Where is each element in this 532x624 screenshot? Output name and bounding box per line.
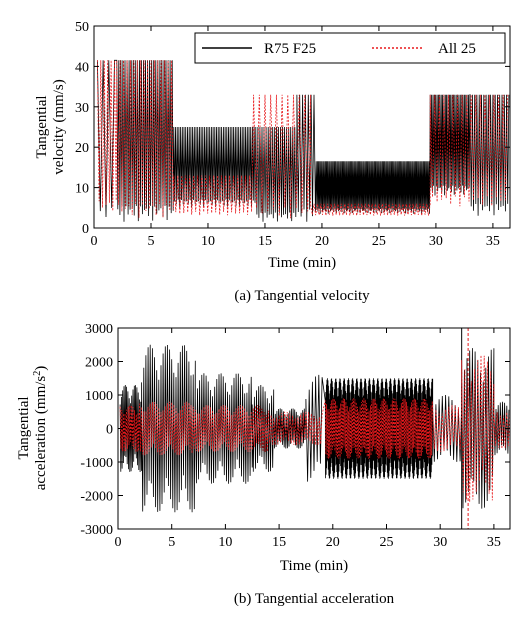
y-tick-label: 20 [75, 141, 89, 156]
x-tick-label: 10 [201, 234, 215, 249]
panel-a-ylabel-line2: velocity (mm/s) [51, 79, 67, 174]
y-tick-label: -3000 [80, 523, 113, 538]
x-tick-label: 10 [218, 535, 232, 550]
panel-b-ylabel-line2: acceleration (mm/s2) [32, 366, 49, 491]
panel-a: 0 5 10 15 20 25 30 35 0 10 20 30 40 50 R75 F25 All 25… [34, 20, 511, 304]
x-tick-label: 15 [272, 535, 286, 550]
panel-a-axes-box [93, 25, 511, 229]
panel-b-xlabel: Time (min) [280, 558, 348, 574]
x-tick-label: 35 [486, 234, 500, 249]
panel-b: 0 5 10 15 20 25 30 35 -3000 -2000 -1000 0 1000 2000 30… [16, 322, 511, 607]
legend-label-r75-f25: R75 F25 [264, 41, 316, 57]
panel-b-ylabel-line1: Tangential [16, 396, 32, 459]
panel-b-ylabel-sup: 2 [32, 371, 43, 376]
panel-a-ticks: 0 5 10 15 20 25 30 35 0 10 20 30 40 50 [75, 20, 510, 249]
series-line-all-25 [97, 60, 509, 219]
y-tick-label: -1000 [80, 456, 113, 471]
y-tick-label: 30 [75, 101, 89, 116]
x-tick-label: 20 [315, 234, 329, 249]
series-line-all-25 [119, 355, 511, 503]
panel-a-ylabel-line1: Tangential [34, 95, 50, 158]
y-tick-label: 10 [75, 182, 89, 197]
y-tick-label: 40 [75, 60, 89, 75]
panel-b-ylabel-text: acceleration (mm/s [33, 376, 49, 491]
y-tick-label: 0 [82, 222, 89, 237]
x-tick-label: 25 [372, 234, 386, 249]
panel-a-plot-area [97, 59, 510, 222]
x-tick-label: 0 [115, 535, 122, 550]
panel-b-ticks: 0 5 10 15 20 25 30 35 -3000 -2000 -1000 0 1000 2000 30… [80, 322, 510, 550]
x-tick-label: 25 [379, 535, 393, 550]
x-tick-label: 15 [258, 234, 272, 249]
x-tick-label: 20 [326, 535, 340, 550]
legend-label-all-25: All 25 [438, 41, 476, 57]
x-tick-label: 30 [429, 234, 443, 249]
x-tick-label: 30 [433, 535, 447, 550]
y-tick-label: 1000 [85, 389, 113, 404]
panel-a-caption: (a) Tangential velocity [234, 288, 370, 304]
panel-b-plot-area [119, 328, 511, 529]
x-tick-label: 35 [487, 535, 501, 550]
x-tick-label: 0 [91, 234, 98, 249]
series-line-r75-f25 [119, 344, 510, 513]
x-tick-label: 5 [168, 535, 175, 550]
y-tick-label: 3000 [85, 322, 113, 337]
y-tick-label: 0 [106, 423, 113, 438]
y-tick-label: 2000 [85, 356, 113, 371]
y-tick-label: 50 [75, 20, 89, 35]
panel-b-caption: (b) Tangential acceleration [234, 591, 395, 607]
panel-a-legend: R75 F25 All 25 [194, 32, 506, 64]
panel-b-ylabel-close: ) [33, 366, 49, 371]
y-tick-label: -2000 [80, 490, 113, 505]
panel-a-xlabel: Time (min) [268, 255, 336, 271]
x-tick-label: 5 [147, 234, 154, 249]
